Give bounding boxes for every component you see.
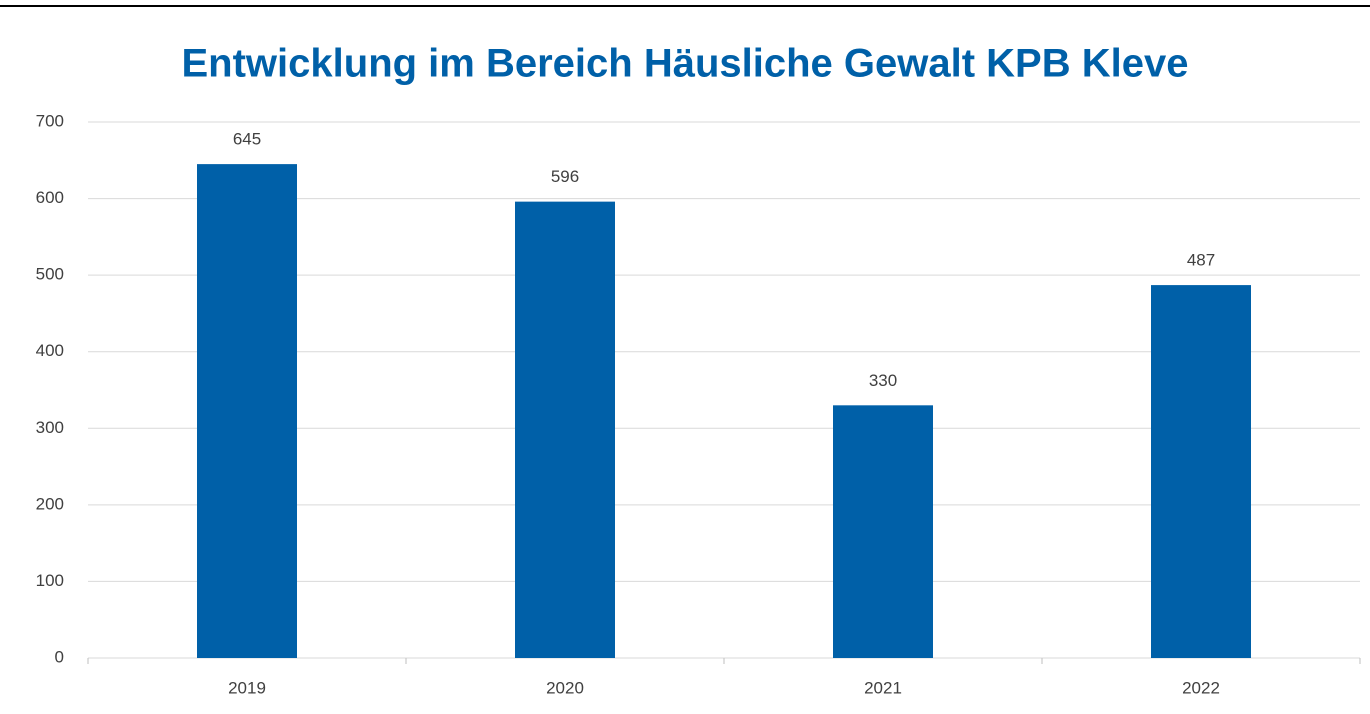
y-tick-label: 0 (55, 647, 64, 666)
chart-title: Entwicklung im Bereich Häusliche Gewalt … (182, 42, 1189, 86)
y-tick-label: 700 (36, 111, 64, 130)
data-label: 487 (1187, 251, 1215, 270)
x-tick-label: 2022 (1182, 678, 1220, 697)
x-tick-label: 2021 (864, 678, 902, 697)
data-label: 596 (551, 167, 579, 186)
bar (515, 201, 615, 659)
x-tick-label: 2020 (546, 678, 584, 697)
x-tick-label: 2019 (228, 678, 266, 697)
data-label: 645 (233, 130, 261, 149)
bar (1151, 285, 1251, 658)
y-tick-label: 100 (36, 571, 64, 590)
y-tick-label: 500 (36, 265, 64, 284)
y-tick-label: 600 (36, 188, 64, 207)
y-tick-label: 400 (36, 341, 64, 360)
y-tick-label: 200 (36, 494, 64, 513)
bar (833, 405, 933, 658)
data-label: 330 (869, 371, 897, 390)
y-tick-label: 300 (36, 418, 64, 437)
bar (197, 164, 297, 658)
